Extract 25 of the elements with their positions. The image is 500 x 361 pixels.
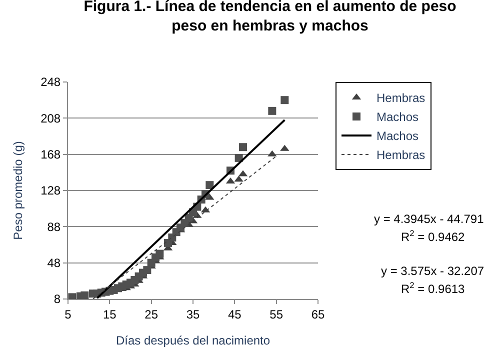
legend-label: Hembras — [376, 91, 426, 106]
y-tick-label: 128 — [40, 184, 61, 198]
text: y = 3.575x - 32.207 — [381, 264, 484, 278]
legend-label: Hembras — [376, 148, 426, 162]
y-tick-label: 248 — [40, 75, 61, 90]
y-tick-label: 48 — [47, 256, 61, 270]
x-tick-label: 35 — [186, 307, 200, 322]
y-tick-label: 8 — [54, 292, 61, 306]
x-tick-label: 45 — [228, 307, 242, 322]
x-tick-label: 65 — [311, 307, 325, 322]
y-tick-label: 168 — [40, 148, 61, 162]
y-tick-label: 208 — [40, 111, 61, 126]
x-tick-label: 25 — [144, 307, 158, 322]
y-tick-label: 88 — [47, 220, 61, 234]
y-axis-title: Peso promedio (g) — [10, 141, 25, 240]
x-axis-title: Días después del nacimiento — [116, 333, 270, 348]
chart-title: Figura 1.- Línea de tendencia en el aumento de peso peso en hembras y machos — [84, 0, 456, 34]
text: y = 4.3945x - 44.791 — [374, 212, 484, 226]
x-tick-label: 15 — [102, 307, 117, 322]
text: R$^{2}$ = 0.9613 — [401, 280, 466, 296]
text: R$^{2}$ = 0.9462 — [401, 228, 466, 244]
x-tick-label: 5 — [64, 307, 72, 322]
x-tick-label: 55 — [270, 307, 284, 322]
legend-label: Machos — [376, 129, 419, 144]
legend-label: Machos — [376, 110, 419, 124]
